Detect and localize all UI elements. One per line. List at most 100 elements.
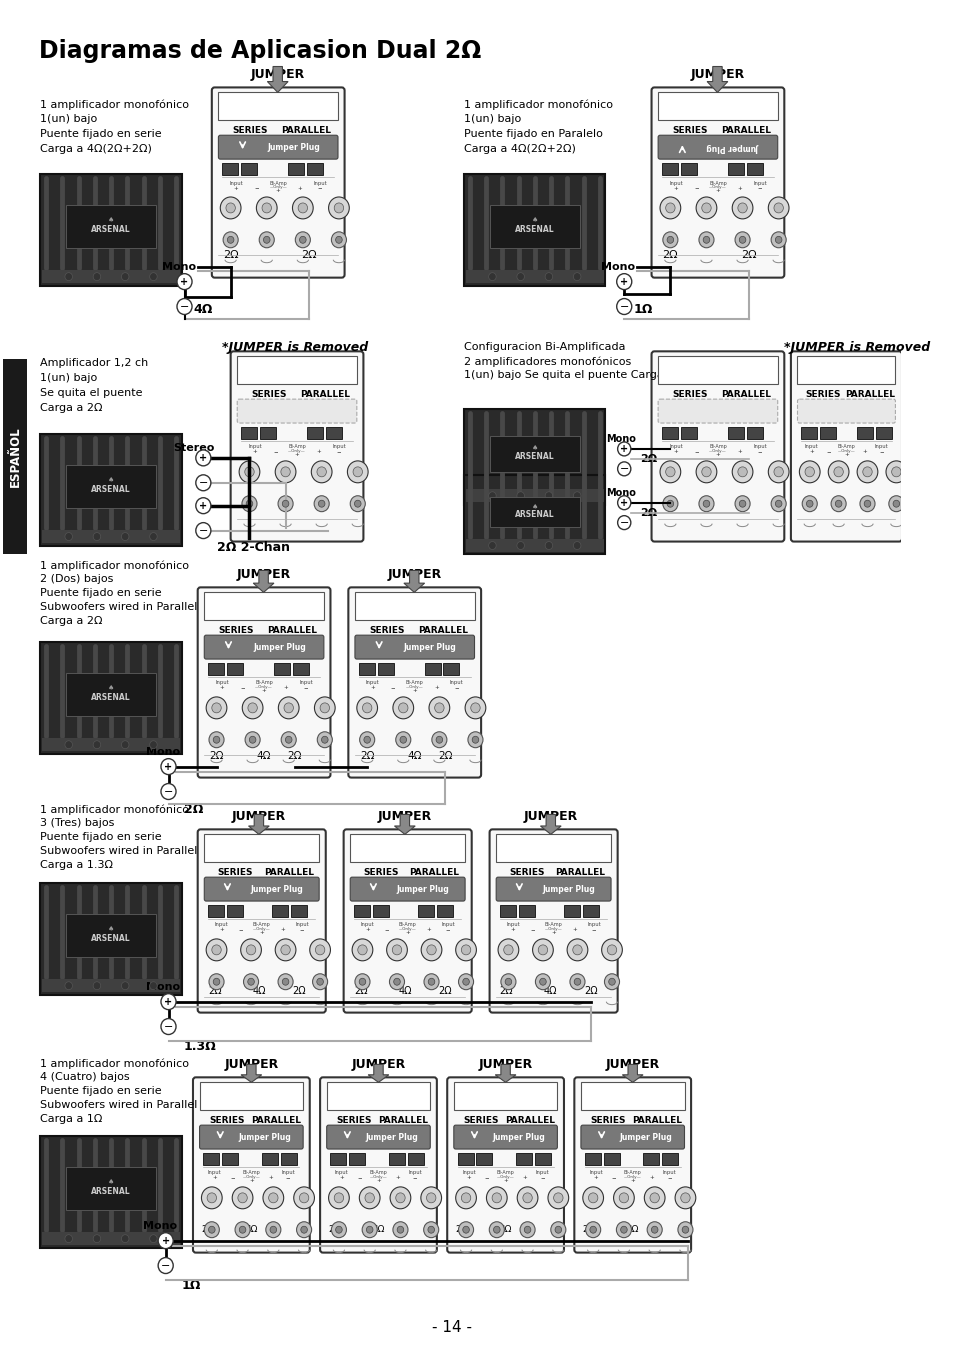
Text: SERIES: SERIES (209, 1115, 244, 1125)
Text: 2Ω: 2Ω (499, 986, 513, 996)
Circle shape (399, 736, 406, 744)
Circle shape (280, 467, 290, 477)
Circle shape (365, 1193, 374, 1203)
Text: Configuracion Bi-Amplificada: Configuracion Bi-Amplificada (464, 343, 625, 352)
Text: 2Ω: 2Ω (677, 1226, 689, 1234)
Bar (464, 174, 605, 286)
Text: Jumper Plug: Jumper Plug (541, 884, 594, 894)
Text: ARSENAL: ARSENAL (515, 452, 554, 462)
Text: +: + (364, 927, 369, 933)
FancyBboxPatch shape (651, 351, 783, 541)
Polygon shape (495, 1064, 516, 1083)
Text: +: + (259, 930, 264, 936)
Circle shape (161, 994, 176, 1010)
Circle shape (461, 1193, 470, 1203)
Text: 1(un) bajo: 1(un) bajo (40, 115, 97, 124)
Bar (42, 737, 179, 751)
Text: 2Ω: 2Ω (301, 250, 316, 259)
Bar (40, 643, 181, 753)
Bar (443, 663, 459, 675)
Text: −: − (878, 450, 882, 455)
Text: +: + (233, 185, 238, 190)
Text: Input: Input (313, 181, 327, 185)
Circle shape (318, 501, 325, 508)
Circle shape (646, 1222, 661, 1238)
FancyBboxPatch shape (320, 1077, 436, 1253)
Circle shape (678, 1222, 692, 1238)
Text: Jumper Plug: Jumper Plug (706, 143, 759, 151)
Text: Jumper Plug: Jumper Plug (253, 643, 305, 652)
Circle shape (702, 501, 709, 508)
Bar (580, 1083, 684, 1110)
Circle shape (396, 1226, 403, 1233)
Circle shape (353, 467, 362, 477)
Circle shape (734, 495, 749, 512)
Circle shape (701, 202, 710, 213)
Circle shape (359, 732, 375, 748)
Circle shape (426, 945, 436, 954)
Text: PARALLEL: PARALLEL (299, 390, 350, 398)
Circle shape (617, 441, 630, 456)
Text: PARALLEL: PARALLEL (263, 868, 314, 876)
Circle shape (467, 732, 482, 748)
Text: 3 (Tres) bajos: 3 (Tres) bajos (40, 818, 114, 829)
Text: 2Ω: 2Ω (581, 1226, 594, 1234)
Circle shape (350, 495, 365, 512)
Text: PARALLEL: PARALLEL (720, 126, 770, 135)
Bar (489, 436, 579, 472)
FancyBboxPatch shape (193, 1077, 310, 1253)
Text: +: + (283, 686, 288, 690)
FancyBboxPatch shape (343, 829, 471, 1012)
Text: +: + (280, 927, 285, 933)
Circle shape (93, 273, 101, 281)
Text: +: + (412, 688, 416, 694)
Bar (489, 497, 579, 528)
Circle shape (659, 197, 680, 219)
FancyBboxPatch shape (658, 400, 777, 423)
Circle shape (420, 938, 441, 961)
Circle shape (248, 703, 257, 713)
Polygon shape (395, 814, 415, 834)
Circle shape (65, 533, 72, 540)
Text: +: + (551, 930, 556, 936)
Bar (358, 663, 375, 675)
Circle shape (773, 202, 782, 213)
Text: 4Ω: 4Ω (252, 986, 265, 996)
Circle shape (701, 467, 710, 477)
Circle shape (675, 1187, 695, 1208)
Circle shape (263, 236, 270, 243)
Circle shape (204, 1222, 219, 1238)
Text: Input: Input (229, 181, 243, 185)
Bar (584, 1153, 600, 1165)
Circle shape (504, 979, 511, 986)
Bar (457, 1153, 473, 1165)
Bar (241, 163, 256, 176)
Circle shape (462, 1226, 469, 1233)
Text: +: + (219, 686, 224, 690)
Text: *JUMPER is Removed: *JUMPER is Removed (221, 340, 368, 354)
Text: 2Ω: 2Ω (183, 803, 203, 815)
Bar (407, 1153, 423, 1165)
Text: Puente fijado en serie: Puente fijado en serie (40, 130, 162, 139)
Bar (535, 1153, 550, 1165)
Circle shape (316, 979, 323, 986)
Text: 1 amplificador monofónico: 1 amplificador monofónico (40, 99, 190, 109)
Circle shape (489, 1222, 504, 1238)
FancyBboxPatch shape (197, 829, 325, 1012)
Circle shape (767, 460, 788, 483)
Text: −: − (238, 927, 243, 933)
Text: —Only—: —Only— (369, 1174, 387, 1179)
Bar (261, 1153, 277, 1165)
Circle shape (278, 697, 298, 718)
Circle shape (150, 1235, 157, 1242)
Circle shape (805, 501, 812, 508)
Circle shape (274, 938, 295, 961)
Circle shape (240, 938, 261, 961)
Text: Input: Input (586, 922, 600, 927)
Bar (3, 359, 28, 554)
Text: 1Ω: 1Ω (181, 1278, 201, 1292)
Text: Input: Input (440, 922, 455, 927)
Text: 2Ω: 2Ω (438, 986, 452, 996)
Circle shape (620, 1226, 626, 1233)
Circle shape (702, 236, 709, 243)
